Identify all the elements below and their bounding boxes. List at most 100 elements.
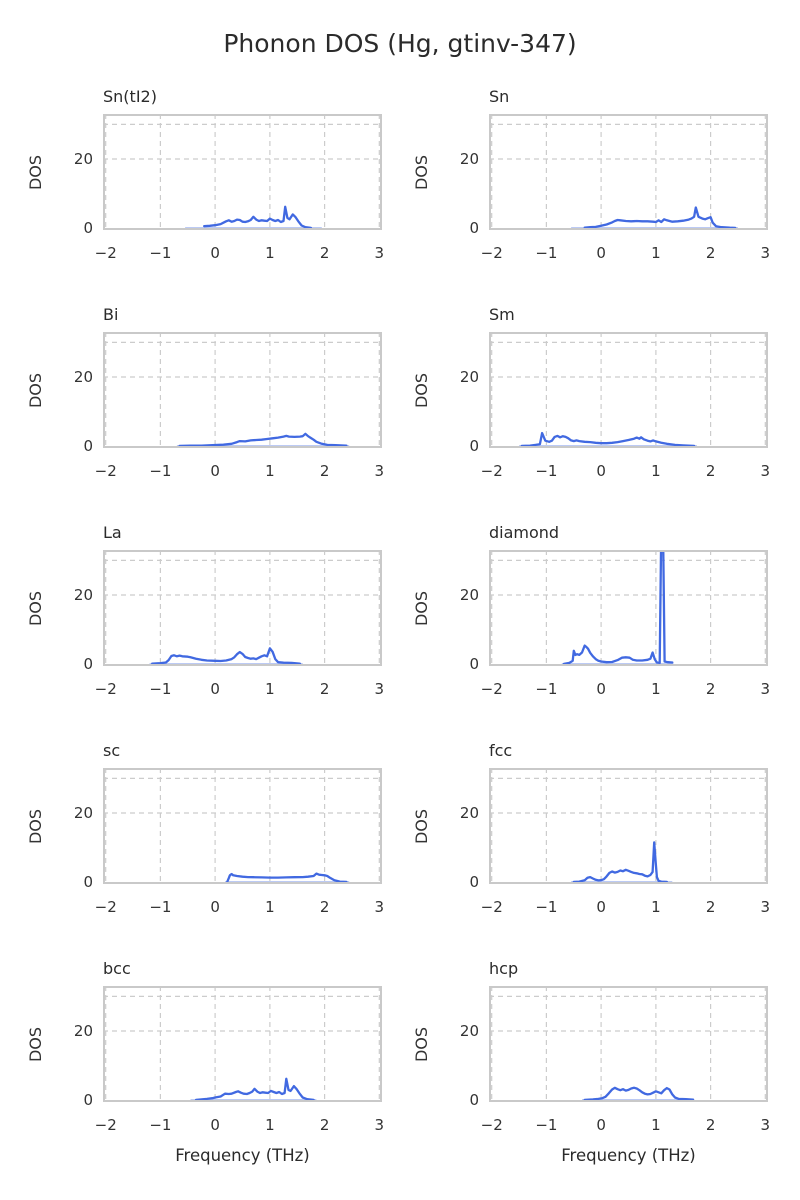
x-tick-label: 3 bbox=[760, 1116, 771, 1134]
x-tick-label: −2 bbox=[480, 898, 503, 916]
dos-curve-plot bbox=[489, 550, 768, 666]
x-tick-label: 3 bbox=[374, 680, 385, 698]
y-tick-label: 0 bbox=[83, 437, 93, 456]
x-tick-label: 0 bbox=[596, 1116, 606, 1134]
x-tick-label: −1 bbox=[149, 680, 172, 698]
y-tick-label: 20 bbox=[459, 804, 479, 822]
subplot-title: fcc bbox=[489, 741, 513, 760]
plot-area bbox=[489, 332, 768, 448]
y-axis-label: DOS bbox=[412, 1026, 432, 1062]
subplot-fcc: fcc DOS 0 20 −2 −1 0 1 2 3 bbox=[400, 740, 800, 958]
x-tick-label: −2 bbox=[94, 680, 117, 698]
x-tick-label: −1 bbox=[149, 462, 172, 480]
subplot-bi: Bi DOS 0 20 −2 −1 0 1 2 3 bbox=[0, 304, 400, 522]
x-tick-label: 0 bbox=[210, 1116, 220, 1134]
x-tick-label: −2 bbox=[480, 1116, 503, 1134]
x-tick-label: −2 bbox=[94, 462, 117, 480]
y-tick-label: 0 bbox=[83, 873, 93, 892]
x-tick-label: −1 bbox=[535, 680, 558, 698]
plot-area bbox=[103, 550, 382, 666]
y-tick-label: 0 bbox=[83, 655, 93, 674]
subplot-title: Sm bbox=[489, 305, 515, 324]
x-tick-label: 3 bbox=[760, 680, 771, 698]
x-tick-label: −2 bbox=[480, 680, 503, 698]
plot-area bbox=[489, 768, 768, 884]
subplot-title: Sn(tI2) bbox=[103, 87, 157, 106]
x-tick-label: 3 bbox=[760, 462, 771, 480]
dos-curve-plot bbox=[489, 768, 768, 884]
x-tick-label: 0 bbox=[210, 680, 220, 698]
x-tick-label: −1 bbox=[535, 244, 558, 262]
x-tick-label: −2 bbox=[94, 898, 117, 916]
x-tick-label: 2 bbox=[705, 1116, 716, 1134]
x-tick-label: −1 bbox=[149, 244, 172, 262]
x-tick-label: 1 bbox=[265, 680, 275, 698]
x-tick-label: 3 bbox=[374, 898, 385, 916]
subplot-bcc: bcc DOS Frequency (THz) 0 20 −2 −1 0 1 2 3 bbox=[0, 958, 400, 1200]
x-tick-label: 3 bbox=[760, 244, 771, 262]
y-tick-label: 0 bbox=[469, 655, 479, 674]
y-tick-label: 20 bbox=[459, 1022, 479, 1040]
subplot-sn: Sn DOS 0 20 −2 −1 0 1 2 3 bbox=[400, 86, 800, 304]
x-tick-label: 1 bbox=[651, 898, 661, 916]
plot-area bbox=[103, 114, 382, 230]
x-tick-label: 0 bbox=[210, 898, 220, 916]
y-tick-label: 0 bbox=[469, 873, 479, 892]
x-tick-label: −1 bbox=[535, 462, 558, 480]
dos-curve-plot bbox=[489, 332, 768, 448]
y-axis-label: DOS bbox=[26, 154, 46, 190]
x-axis-label: Frequency (THz) bbox=[561, 1146, 696, 1165]
y-tick-label: 0 bbox=[469, 219, 479, 238]
x-tick-label: −2 bbox=[94, 1116, 117, 1134]
y-tick-label: 20 bbox=[459, 150, 479, 168]
x-tick-label: −1 bbox=[149, 1116, 172, 1134]
y-axis-label: DOS bbox=[412, 808, 432, 844]
dos-curve-plot bbox=[103, 332, 382, 448]
y-tick-label: 0 bbox=[83, 1091, 93, 1110]
y-tick-label: 20 bbox=[459, 368, 479, 386]
subplot-title: hcp bbox=[489, 959, 519, 978]
x-tick-label: 3 bbox=[374, 1116, 385, 1134]
subplot-title: bcc bbox=[103, 959, 131, 978]
x-tick-label: 2 bbox=[705, 244, 716, 262]
y-tick-label: 20 bbox=[73, 586, 93, 604]
figure-title: Phonon DOS (Hg, gtinv-347) bbox=[223, 28, 577, 58]
x-tick-label: 2 bbox=[319, 680, 330, 698]
subplot-sc: sc DOS 0 20 −2 −1 0 1 2 3 bbox=[0, 740, 400, 958]
y-tick-label: 20 bbox=[459, 586, 479, 604]
plot-area bbox=[103, 986, 382, 1102]
y-axis-label: DOS bbox=[412, 372, 432, 408]
subplot-title: sc bbox=[103, 741, 121, 760]
x-tick-label: 0 bbox=[596, 244, 606, 262]
x-tick-label: −2 bbox=[480, 462, 503, 480]
y-tick-label: 20 bbox=[73, 804, 93, 822]
dos-curve-plot bbox=[103, 550, 382, 666]
x-tick-label: 0 bbox=[210, 462, 220, 480]
y-axis-label: DOS bbox=[412, 590, 432, 626]
subplot-diamond: diamond DOS 0 20 −2 −1 0 1 2 3 bbox=[400, 522, 800, 740]
x-tick-label: 2 bbox=[319, 462, 330, 480]
x-tick-label: 2 bbox=[705, 680, 716, 698]
x-tick-label: −1 bbox=[149, 898, 172, 916]
subplot-sm: Sm DOS 0 20 −2 −1 0 1 2 3 bbox=[400, 304, 800, 522]
x-tick-label: 0 bbox=[596, 462, 606, 480]
y-axis-label: DOS bbox=[26, 1026, 46, 1062]
subplot-title: diamond bbox=[489, 523, 560, 542]
plot-area bbox=[103, 332, 382, 448]
x-tick-label: 1 bbox=[651, 244, 661, 262]
x-axis-label: Frequency (THz) bbox=[175, 1146, 310, 1165]
y-axis-label: DOS bbox=[412, 154, 432, 190]
y-axis-label: DOS bbox=[26, 372, 46, 408]
y-tick-label: 0 bbox=[83, 219, 93, 238]
x-tick-label: 1 bbox=[651, 1116, 661, 1134]
subplot-title: Bi bbox=[103, 305, 119, 324]
dos-curve-plot bbox=[103, 986, 382, 1102]
dos-curve-plot bbox=[103, 114, 382, 230]
x-tick-label: −1 bbox=[535, 898, 558, 916]
x-tick-label: 2 bbox=[705, 898, 716, 916]
x-tick-label: 2 bbox=[319, 1116, 330, 1134]
y-axis-label: DOS bbox=[26, 808, 46, 844]
dos-curve-plot bbox=[489, 986, 768, 1102]
plot-area bbox=[489, 114, 768, 230]
x-tick-label: 1 bbox=[265, 244, 275, 262]
